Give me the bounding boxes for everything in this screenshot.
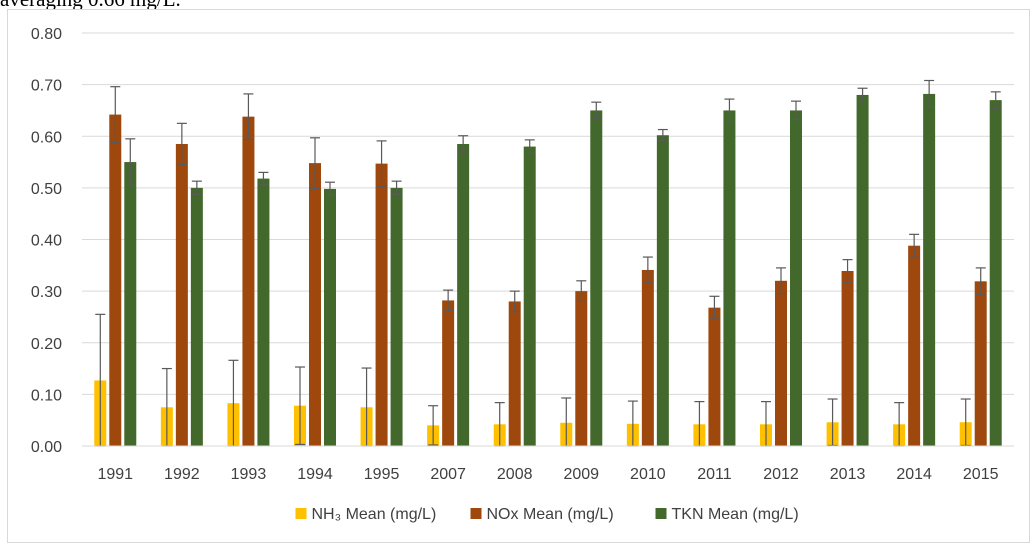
x-tick-label: 2011 (697, 466, 732, 483)
x-tick-label: 1995 (364, 466, 400, 483)
nox-bar (309, 163, 321, 446)
tkn-bar (856, 94, 869, 446)
y-tick-label: 0.60 (31, 129, 62, 146)
tkn-bar (124, 162, 137, 446)
x-tick-label: 2014 (896, 466, 932, 483)
nox-bar (641, 269, 654, 446)
tkn-bar (656, 135, 669, 446)
x-tick-label: 2013 (830, 466, 866, 483)
x-tick-label: 2009 (563, 466, 599, 483)
tkn-bar (989, 100, 1002, 447)
tkn-bar (590, 110, 603, 446)
x-tick-label: 2015 (963, 466, 999, 483)
bars (94, 93, 1002, 447)
tkn-bar (923, 93, 936, 446)
x-tick-label: 2007 (430, 466, 466, 483)
nox-bar (708, 307, 721, 446)
nox-bar (375, 163, 388, 446)
y-tick-label: 0.10 (31, 387, 62, 404)
nox-bar (442, 300, 455, 446)
tkn-bar (257, 178, 270, 446)
tkn-bar (390, 187, 403, 446)
tkn-legend-swatch (655, 508, 667, 519)
x-tick-label: 1994 (297, 466, 333, 483)
nox-bar (109, 114, 122, 446)
gridlines (82, 32, 1014, 395)
y-tick-label: 0.00 (31, 439, 62, 456)
y-tick-label: 0.20 (31, 336, 62, 353)
y-tick-label: 0.50 (31, 181, 62, 198)
tkn-bar (324, 188, 336, 446)
nox-bar (508, 301, 521, 446)
x-tick-label: 1993 (231, 466, 267, 483)
nh3-legend-label: NH₃ Mean (mg/L) (312, 506, 437, 523)
tkn-bar (523, 146, 536, 446)
y-tick-label: 0.70 (31, 78, 62, 95)
nox-bar (974, 281, 987, 446)
nox-bar (841, 270, 854, 446)
nox-bar (242, 116, 255, 446)
x-tick-label: 2008 (497, 466, 533, 483)
x-tick-label: 2012 (763, 466, 799, 483)
y-tick-label: 0.80 (31, 26, 62, 43)
nox-bar (175, 143, 188, 446)
nh3-legend-swatch (295, 508, 307, 519)
x-tick-label: 2010 (630, 466, 666, 483)
x-axis-tick-labels: 1991 1992 1993 1994 1995 2007 2008 2009 2010 2011… (97, 466, 998, 483)
nox-legend-label: NOx Mean (mg/L) (487, 506, 614, 523)
nox-bar (575, 291, 588, 446)
tkn-bar (790, 110, 802, 446)
nox-bar (908, 245, 921, 446)
tkn-bar (723, 110, 736, 446)
x-tick-label: 1991 (97, 466, 133, 483)
nox-bar (775, 280, 787, 446)
y-tick-label: 0.30 (31, 284, 62, 301)
x-tick-label: 1992 (164, 466, 200, 483)
tkn-bar (457, 143, 470, 446)
legend: NH₃ Mean (mg/L) NOx Mean (mg/L) TKN Mean (… (295, 506, 799, 523)
nox-legend-swatch (470, 508, 482, 519)
tkn-bar (190, 187, 203, 446)
tkn-legend-label: TKN Mean (mg/L) (672, 506, 799, 523)
caption-fragment: averaging 0.66 mg/L. (0, 0, 181, 12)
y-tick-label: 0.40 (31, 233, 62, 250)
y-axis-tick-labels: 0.00 0.10 0.20 0.30 0.40 0.50 0.60 0.70 0.80 (31, 26, 62, 456)
